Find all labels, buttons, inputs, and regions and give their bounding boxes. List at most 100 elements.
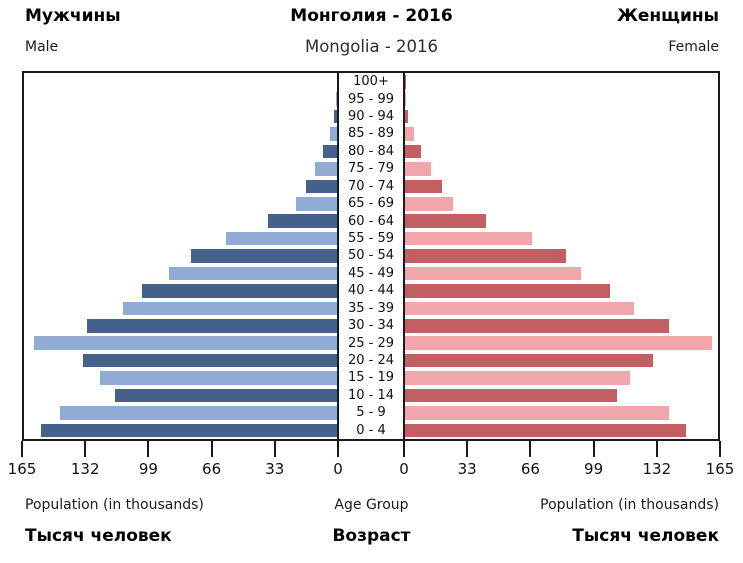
female-bar-10-14 xyxy=(404,388,618,403)
male-bar-85-89 xyxy=(330,127,338,141)
female-bar-65-69 xyxy=(404,197,454,211)
female-title-ru: Женщины xyxy=(617,6,719,26)
chart-title-en: Mongolia - 2016 xyxy=(304,37,439,56)
male-bar-90-94 xyxy=(334,109,338,124)
age-label-65-69: 65 - 69 xyxy=(347,196,395,212)
male-bars-area xyxy=(24,73,338,439)
x-tick-label-left-0: 0 xyxy=(333,460,343,478)
age-label-40-44: 40 - 44 xyxy=(347,283,395,299)
female-bar-90-94 xyxy=(404,109,408,124)
female-bar-80-84 xyxy=(404,144,422,159)
male-bar-20-24 xyxy=(83,353,338,368)
male-bar-65-69 xyxy=(296,197,338,211)
population-axis-label-en-left: Population (in thousands) xyxy=(25,497,204,513)
x-tick-right-33 xyxy=(466,441,469,457)
age-label-10-14: 10 - 14 xyxy=(347,387,395,403)
x-tick-left-99 xyxy=(147,441,150,457)
female-bar-55-59 xyxy=(404,231,532,246)
x-tick-label-left-132: 132 xyxy=(70,460,100,478)
male-bar-75-79 xyxy=(315,162,338,176)
x-tick-left-0 xyxy=(337,441,339,457)
x-tick-right-0 xyxy=(403,441,405,457)
male-bar-0-4 xyxy=(41,423,338,438)
x-tick-label-left-165: 165 xyxy=(7,460,37,478)
x-tick-left-132 xyxy=(84,441,87,457)
female-bar-50-54 xyxy=(404,249,566,263)
female-bar-30-34 xyxy=(404,319,669,333)
age-label-5-9: 5 - 9 xyxy=(356,405,386,421)
age-label-75-79: 75 - 79 xyxy=(347,161,395,177)
x-tick-label-right-99: 99 xyxy=(584,460,604,478)
age-group-axis-label-en: Age Group xyxy=(334,497,409,513)
male-bar-45-49 xyxy=(168,266,338,281)
x-tick-label-left-99: 99 xyxy=(138,460,158,478)
male-bar-10-14 xyxy=(115,388,338,403)
x-tick-label-right-165: 165 xyxy=(705,460,735,478)
age-label-90-94: 90 - 94 xyxy=(347,109,395,125)
age-group-axis-label-ru: Возраст xyxy=(332,526,411,546)
female-bar-60-64 xyxy=(404,214,486,228)
population-axis-label-en-right: Population (in thousands) xyxy=(540,497,719,513)
male-title-ru: Мужчины xyxy=(25,6,121,26)
age-label-60-64: 60 - 64 xyxy=(347,213,395,229)
age-label-80-84: 80 - 84 xyxy=(347,143,395,159)
female-bar-70-74 xyxy=(404,179,443,194)
female-bar-85-89 xyxy=(404,127,414,141)
age-label-25-29: 25 - 29 xyxy=(347,335,395,351)
x-tick-left-66 xyxy=(210,441,213,457)
female-bar-15-19 xyxy=(404,371,631,385)
female-bar-35-39 xyxy=(404,301,635,316)
male-bar-50-54 xyxy=(191,249,338,263)
age-label-0-4: 0 - 4 xyxy=(356,422,386,438)
male-title-en: Male xyxy=(25,39,59,55)
x-tick-label-right-132: 132 xyxy=(642,460,672,478)
male-bar-30-34 xyxy=(86,319,338,333)
population-axis-label-ru-right: Тысяч человек xyxy=(572,526,719,546)
age-label-15-19: 15 - 19 xyxy=(347,370,395,386)
male-bar-80-84 xyxy=(322,144,338,159)
male-bar-5-9 xyxy=(60,406,338,420)
x-tick-label-right-0: 0 xyxy=(399,460,409,478)
x-tick-label-right-33: 33 xyxy=(457,460,477,478)
x-tick-label-left-66: 66 xyxy=(202,460,222,478)
female-x-axis: 0 33 66 99 132 165 xyxy=(399,439,734,481)
male-bar-60-64 xyxy=(267,214,338,228)
x-tick-label-right-66: 66 xyxy=(520,460,540,478)
population-axis-label-ru-left: Тысяч человек xyxy=(25,526,172,546)
age-label-85-89: 85 - 89 xyxy=(347,126,395,142)
age-label-20-24: 20 - 24 xyxy=(347,352,395,368)
age-label-45-49: 45 - 49 xyxy=(347,265,395,281)
x-tick-right-132 xyxy=(655,441,658,457)
female-bar-25-29 xyxy=(404,336,713,350)
male-bar-35-39 xyxy=(122,301,338,316)
male-bar-15-19 xyxy=(100,371,338,385)
female-bars-area xyxy=(404,73,718,439)
x-tick-left-33 xyxy=(273,441,276,457)
male-bar-55-59 xyxy=(225,231,338,246)
female-bar-5-9 xyxy=(404,406,669,420)
x-tick-right-66 xyxy=(529,441,532,457)
female-bar-20-24 xyxy=(404,353,654,368)
female-bar-0-4 xyxy=(404,423,686,438)
age-label-55-59: 55 - 59 xyxy=(347,231,395,246)
age-label-30-34: 30 - 34 xyxy=(347,318,395,334)
male-bar-40-44 xyxy=(142,284,338,298)
male-bar-70-74 xyxy=(305,179,338,194)
chart-title-ru: Монголия - 2016 xyxy=(290,6,453,26)
age-label-35-39: 35 - 39 xyxy=(347,300,395,316)
x-tick-label-left-33: 33 xyxy=(265,460,285,478)
female-bar-40-44 xyxy=(404,284,610,298)
age-label-50-54: 50 - 54 xyxy=(347,248,395,264)
age-group-axis: 100+ 95 - 99 90 - 94 85 - 89 80 - 84 75 - 79 7… xyxy=(337,71,405,441)
x-tick-left-165 xyxy=(21,441,23,457)
female-bar-45-49 xyxy=(404,266,581,281)
male-bar-25-29 xyxy=(33,336,338,350)
female-bar-75-79 xyxy=(404,162,431,176)
age-label-100+: 100+ xyxy=(353,74,389,90)
female-title-en: Female xyxy=(668,39,719,55)
age-label-70-74: 70 - 74 xyxy=(347,178,395,194)
age-label-95-99: 95 - 99 xyxy=(347,91,395,107)
x-tick-right-165 xyxy=(719,441,721,457)
x-tick-right-99 xyxy=(592,441,595,457)
